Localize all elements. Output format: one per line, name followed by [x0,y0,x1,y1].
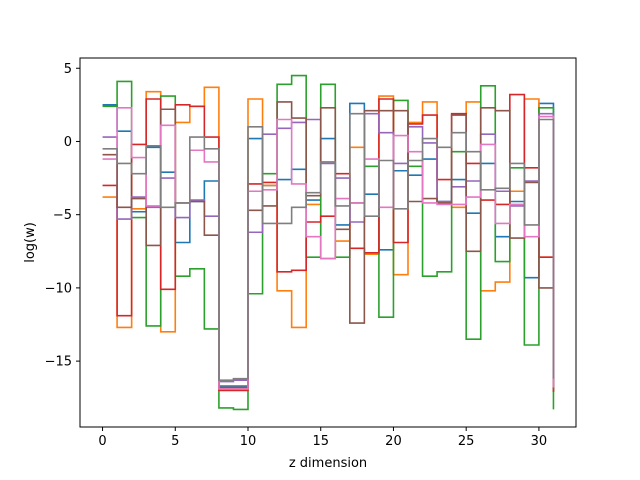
y-tick-label: 0 [64,135,72,150]
series-layer [102,74,555,411]
y-axis: 5 0 −5 −10 −15 [45,62,80,370]
y-tick-label: −15 [45,355,72,370]
x-tick-label: 0 [98,434,106,449]
x-tick-label: 30 [531,434,548,449]
x-tick-label: 10 [240,434,257,449]
plot-frame [79,57,577,428]
series-line-8 [102,112,555,381]
x-axis: 0 5 10 15 20 25 30 [98,427,547,449]
x-tick-label: 25 [458,434,475,449]
x-tick-label: 20 [385,434,402,449]
x-tick-label: 15 [312,434,329,449]
y-tick-label: 5 [64,62,72,77]
x-tick-label: 5 [171,434,179,449]
x-axis-label: z dimension [289,456,367,471]
y-axis-label: log(w) [23,222,38,263]
y-tick-label: −10 [45,281,72,296]
y-tick-label: −5 [53,208,72,223]
